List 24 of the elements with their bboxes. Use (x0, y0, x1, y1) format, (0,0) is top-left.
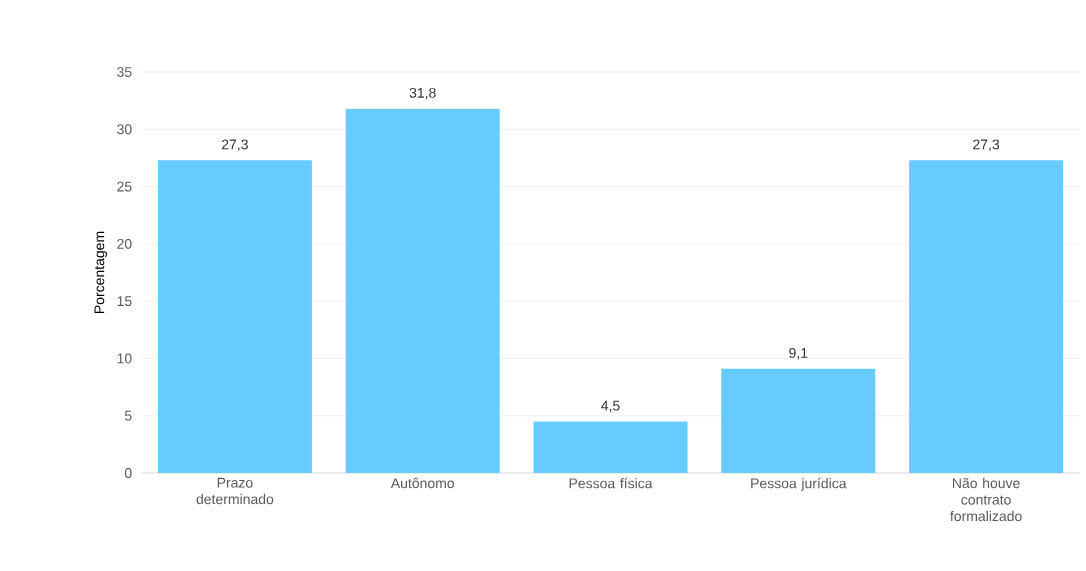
data-label: 4,5 (601, 400, 620, 413)
y-tick-label: 0 (124, 468, 132, 478)
y-axis-title: Porcentagem (94, 231, 108, 313)
x-tick-label: Autônomo (390, 477, 455, 489)
x-tick-label: Pessoa física (569, 477, 653, 489)
bar (533, 421, 688, 473)
x-tick-label: Prazo determinado (196, 477, 274, 505)
y-tick-label: 25 (117, 181, 132, 192)
y-tick-label: 20 (117, 238, 132, 249)
y-tick-label: 15 (117, 296, 132, 307)
y-tick-label: 10 (117, 353, 132, 364)
data-label: 27,3 (973, 139, 1000, 152)
x-tick-label: Não houve contrato formalizado (950, 477, 1022, 522)
data-label: 27,3 (221, 139, 248, 152)
y-tick-label: 35 (117, 67, 132, 77)
y-tick-label: 5 (124, 410, 132, 421)
bar (909, 160, 1064, 473)
data-label: 9,1 (789, 347, 808, 360)
bar (157, 160, 312, 473)
data-label: 31,8 (409, 87, 436, 100)
bar (345, 108, 500, 473)
bar (721, 368, 876, 473)
y-tick-label: 30 (117, 124, 132, 135)
x-tick-label: Pessoa jurídica (751, 477, 847, 492)
